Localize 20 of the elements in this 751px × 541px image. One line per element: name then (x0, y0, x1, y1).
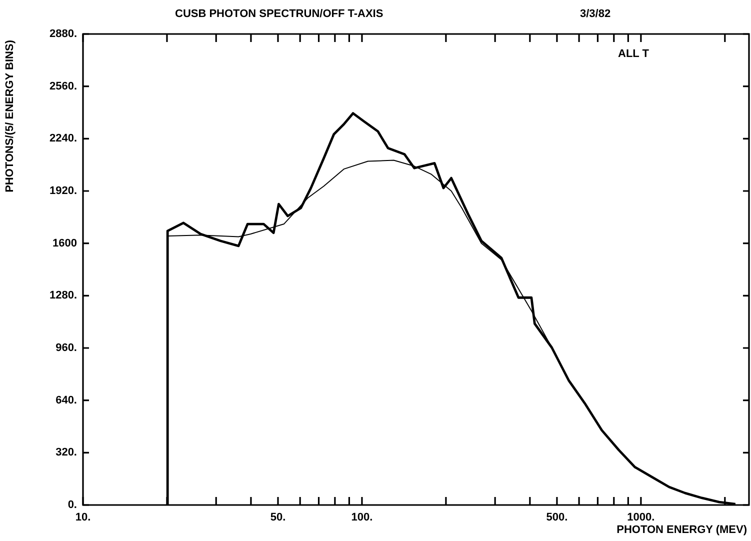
y-tick-label: 960. (56, 342, 77, 354)
y-tick-label: 2880. (49, 28, 77, 40)
x-tick-label: 1000. (627, 512, 655, 524)
y-tick-label: 640. (56, 394, 77, 406)
x-axis-title: PHOTON ENERGY (MEV) (616, 524, 747, 536)
x-tick-label: 500. (546, 512, 568, 524)
chart-subtitle: 3/3/82 (580, 8, 611, 20)
x-tick-label: 10. (75, 512, 91, 524)
y-tick-label: 1280. (49, 290, 77, 302)
y-tick-label: 1920. (49, 185, 77, 198)
x-tick-label: 100. (351, 512, 373, 524)
y-tick-label: 0. (68, 499, 77, 512)
y-tick-label: 320. (56, 446, 77, 459)
annotation: ALL T (618, 48, 649, 60)
y-tick-label: 2240. (49, 132, 77, 145)
y-axis-title: PHOTONS/(5/ ENERGY BINS) (4, 40, 16, 192)
y-tick-label: 1600 (52, 237, 77, 250)
x-tick-label: 50. (270, 512, 286, 524)
chart-title: CUSB PHOTON SPECTRUN/OFF T-AXIS (175, 8, 384, 20)
y-tick-label: 2560. (49, 80, 77, 92)
